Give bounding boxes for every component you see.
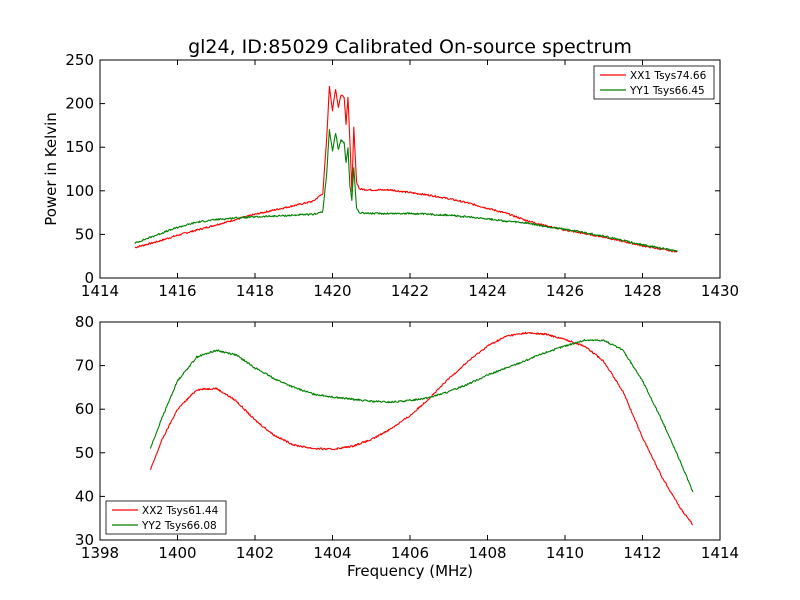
top-legend-box [593,65,715,100]
bottom-series-line-1 [149,331,693,526]
bottom-y-tick-label: 40 [75,487,94,505]
top-y-tick-label: 150 [65,138,94,156]
top-y-tick-label: 50 [75,225,94,243]
top-x-tick-label: 1428 [623,282,661,300]
bottom-x-tick-label: 1400 [158,544,196,562]
top-panel: 1414 1416 1418 1420 1422 1424 1426 1428 1430 0 50 1… [42,51,739,300]
top-x-tick-label: 1426 [546,282,584,300]
top-series-line-2 [134,128,678,253]
bottom-panel: 1398 1400 1402 1404 1406 1408 1410 1412 1414 30 40… [75,313,739,580]
top-x-tick-label: 1418 [236,282,274,300]
bottom-y-tick-label: 30 [75,531,94,549]
bottom-x-tick-label: 1398 [81,544,119,562]
bottom-y-tick-label: 50 [75,444,94,462]
top-legend-label-1: XX1 Tsys74.66 [630,70,707,82]
bottom-x-axis-label: Frequency (MHz) [347,562,473,580]
bottom-legend: XX2 Tsys61.44 YY2 Tsys66.08 [105,500,227,535]
bottom-legend-box [105,500,227,535]
top-x-tick-label: 1420 [313,282,351,300]
bottom-x-tick-label: 1402 [236,544,274,562]
bottom-x-tick-label: 1414 [701,544,739,562]
top-x-tick-label: 1422 [391,282,429,300]
bottom-series-line-2 [149,338,694,493]
top-y-tick-label: 0 [84,269,94,287]
chart-title: gl24, ID:85029 Calibrated On-source spec… [188,36,632,58]
bottom-x-tick-label: 1412 [623,544,661,562]
top-y-tick-label: 100 [65,182,94,200]
top-legend-label-2: YY1 Tsys66.45 [629,85,705,97]
bottom-y-tick-label: 80 [75,313,94,331]
bottom-x-tick-label: 1410 [546,544,584,562]
top-x-tick-label: 1424 [468,282,506,300]
bottom-legend-label-1: XX2 Tsys61.44 [142,505,219,517]
top-y-tick-label: 200 [65,95,94,113]
top-x-tick-label: 1414 [81,282,119,300]
bottom-legend-label-2: YY2 Tsys66.08 [141,520,217,532]
top-x-tick-label: 1416 [158,282,196,300]
top-legend: XX1 Tsys74.66 YY1 Tsys66.45 [593,65,715,100]
bottom-y-tick-label: 70 [75,357,94,375]
top-x-tick-label: 1430 [701,282,739,300]
bottom-x-tick-label: 1408 [468,544,506,562]
bottom-x-tick-label: 1406 [391,544,429,562]
top-y-axis-label: Power in Kelvin [42,112,60,226]
top-y-tick-label: 250 [65,51,94,69]
bottom-y-tick-label: 60 [75,400,94,418]
bottom-x-tick-label: 1404 [313,544,351,562]
